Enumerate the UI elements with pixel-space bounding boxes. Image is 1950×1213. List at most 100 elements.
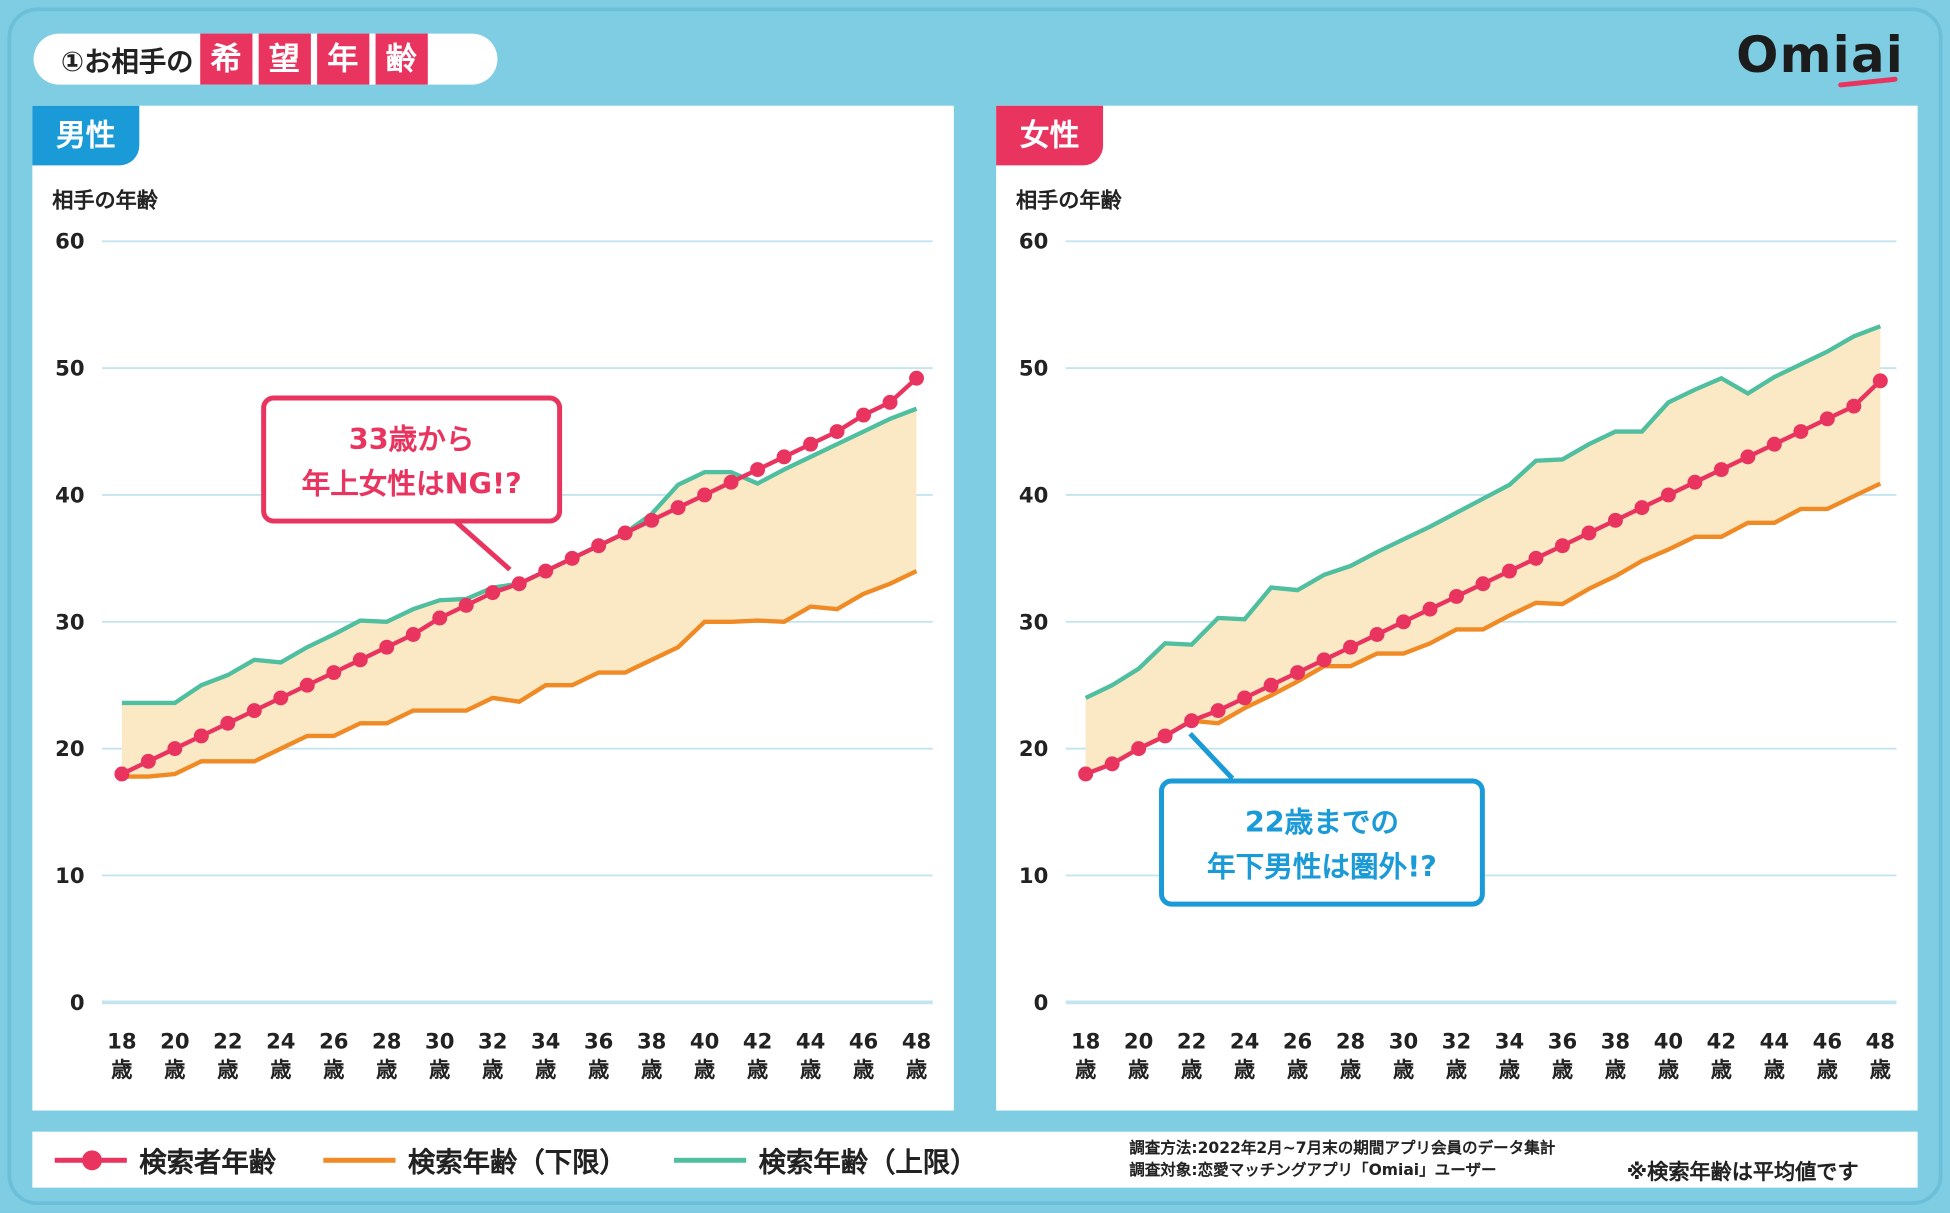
x-tick-unit: 歳 [1870, 1057, 1891, 1082]
searcher-point [1528, 550, 1544, 566]
callout-line: 33歳から [348, 424, 475, 457]
searcher-point [1343, 639, 1359, 655]
x-tick-label: 32 [478, 1028, 507, 1053]
x-tick-label: 46 [1813, 1028, 1842, 1053]
searcher-point [1607, 512, 1623, 528]
x-tick-label: 22 [1177, 1028, 1206, 1053]
y-axis-label: 相手の年齢 [52, 189, 158, 214]
x-tick-label: 26 [1283, 1028, 1312, 1053]
title-highlight-char: 希 [199, 33, 253, 85]
callout-line: 22歳までの [1244, 807, 1400, 840]
searcher-point [1184, 713, 1200, 729]
frame [7, 7, 1943, 1206]
x-tick-label: 18 [1071, 1028, 1100, 1053]
searcher-point [591, 538, 607, 554]
x-tick-label: 18 [107, 1028, 136, 1053]
searcher-point [1396, 614, 1411, 630]
searcher-point [1316, 652, 1332, 668]
female-chart: 0 10 20 30 40 50 60 18 歳 20 歳 22 歳 24 歳 26 歳 28 歳 30 歳 32 歳 34 歳… [1019, 229, 1897, 1082]
x-tick-label: 26 [319, 1028, 348, 1053]
callout-line: 年下男性は圏外!? [1207, 851, 1437, 885]
x-tick-unit: 歳 [1234, 1057, 1255, 1082]
searcher-point [1740, 449, 1756, 465]
legend-label: 検索年齢（下限） [407, 1147, 627, 1179]
x-tick-label: 20 [1124, 1028, 1153, 1053]
searcher-point [750, 462, 766, 478]
x-tick-label: 24 [1230, 1028, 1259, 1053]
female-chart-panel: 女性 相手の年齢 0 10 20 30 40 50 60 18 歳 20 歳 22 歳 24 歳 26 歳 28 歳… [996, 105, 1918, 1111]
page-title: ①お相手の 希 望 年 齢 [33, 33, 498, 85]
searcher-point [1475, 576, 1491, 592]
x-tick-unit: 歳 [588, 1057, 609, 1082]
x-tick-label: 28 [372, 1028, 401, 1053]
y-tick-label: 20 [1019, 736, 1048, 761]
x-tick-unit: 歳 [1817, 1057, 1838, 1082]
x-tick-unit: 歳 [1075, 1057, 1096, 1082]
x-tick-label: 22 [213, 1028, 242, 1053]
x-tick-unit: 歳 [217, 1057, 238, 1082]
searcher-point [114, 766, 130, 782]
searcher-point [1872, 373, 1888, 389]
y-tick-label: 30 [1019, 609, 1048, 634]
callout-pointer [453, 519, 512, 572]
x-tick-unit: 歳 [323, 1057, 344, 1082]
x-tick-unit: 歳 [1181, 1057, 1202, 1082]
title-prefix: ①お相手の [60, 46, 194, 78]
searcher-point [564, 550, 580, 566]
y-tick-label: 40 [55, 482, 84, 507]
searcher-point [1660, 487, 1676, 503]
x-tick-label: 40 [1654, 1028, 1683, 1053]
searcher-point [1687, 474, 1703, 490]
x-tick-label: 24 [266, 1028, 295, 1053]
searcher-point [1846, 398, 1862, 414]
searcher-point [352, 652, 368, 668]
female-tag: 女性 [996, 105, 1104, 166]
y-tick-label: 60 [1019, 229, 1048, 254]
x-tick-label: 32 [1442, 1028, 1471, 1053]
searcher-point [1157, 728, 1173, 744]
x-tick-label: 30 [425, 1028, 454, 1053]
searcher-point [1078, 766, 1094, 782]
searcher-point [511, 576, 527, 592]
x-tick-unit: 歳 [1499, 1057, 1520, 1082]
x-tick-label: 44 [1760, 1028, 1789, 1053]
searcher-point [1766, 436, 1782, 452]
searcher-point [1581, 525, 1597, 541]
footnote-average: ※検索年齢は平均値です [1626, 1160, 1859, 1186]
omiai-logo: Omiai [1736, 27, 1905, 85]
title-highlight-char: 齢 [375, 33, 428, 85]
y-tick-label: 40 [1019, 482, 1048, 507]
y-tick-label: 30 [55, 609, 84, 634]
searcher-point [617, 525, 633, 541]
x-tick-unit: 歳 [853, 1057, 874, 1082]
y-tick-label: 10 [1019, 863, 1048, 888]
title-highlight-char: 望 [258, 33, 311, 85]
searcher-point [1713, 462, 1729, 478]
searcher-point [829, 424, 845, 439]
x-tick-unit: 歳 [111, 1057, 132, 1082]
series-line-upper [1084, 324, 1882, 700]
y-axis-label: 相手の年齢 [1016, 189, 1122, 214]
x-tick-label: 34 [1495, 1028, 1524, 1053]
searcher-point [723, 474, 739, 490]
footnotes: 調査方法:2022年2月~7月末の期間アプリ会員のデータ集計 調査対象:恋愛マッ… [1129, 1137, 1555, 1182]
searcher-point [803, 436, 819, 452]
footnote-method: 調査方法:2022年2月~7月末の期間アプリ会員のデータ集計 [1129, 1137, 1556, 1157]
legend-label: 検索者年齢 [139, 1147, 277, 1179]
x-tick-unit: 歳 [1340, 1057, 1361, 1082]
y-tick-label: 50 [1019, 356, 1048, 381]
series-line-lower [1084, 481, 1882, 777]
searcher-point [167, 741, 183, 757]
searcher-point [193, 728, 209, 744]
x-tick-label: 48 [1866, 1028, 1895, 1053]
searcher-point [909, 370, 924, 386]
x-tick-label: 36 [1548, 1028, 1577, 1053]
searcher-point [299, 677, 315, 693]
searcher-point [432, 610, 448, 626]
searcher-point [485, 585, 501, 601]
series-line-lower [121, 569, 918, 779]
legend-upper: 検索年齢（上限） [674, 1140, 978, 1180]
searcher-point [140, 753, 156, 769]
x-tick-unit: 歳 [1764, 1057, 1785, 1082]
